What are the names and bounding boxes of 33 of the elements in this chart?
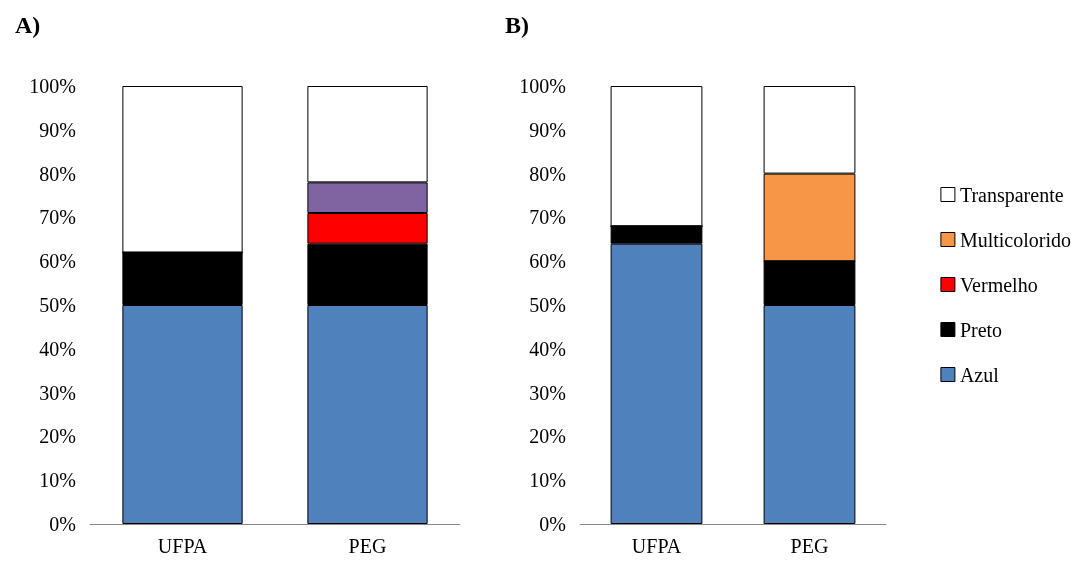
legend-label: Preto bbox=[959, 318, 1003, 341]
y-tick-label: 60% bbox=[39, 250, 76, 273]
y-tick-label: 30% bbox=[529, 381, 566, 404]
y-tick-label: 0% bbox=[49, 513, 76, 535]
y-tick-label: 30% bbox=[39, 381, 76, 404]
x-tick-label: UFPA bbox=[157, 535, 208, 557]
y-tick-label: 90% bbox=[529, 118, 566, 141]
y-tick-label: 0% bbox=[539, 513, 566, 535]
y-tick-label: 60% bbox=[529, 250, 566, 273]
x-tick-label: UFPA bbox=[631, 535, 682, 557]
y-tick-label: 50% bbox=[39, 294, 76, 316]
x-tick-label: PEG bbox=[348, 535, 387, 557]
legend-label: Transparente bbox=[959, 183, 1064, 207]
legend-label: Vermelho bbox=[959, 273, 1038, 296]
legend-label: Multicolorido bbox=[959, 228, 1072, 251]
y-tick-label: 40% bbox=[39, 337, 76, 360]
chart-title: A) bbox=[15, 12, 41, 38]
y-tick-label: 90% bbox=[39, 118, 76, 141]
y-tick-label: 10% bbox=[529, 469, 566, 492]
y-tick-label: 70% bbox=[39, 206, 76, 229]
y-tick-label: 70% bbox=[529, 206, 566, 229]
y-tick-label: 50% bbox=[529, 294, 566, 316]
y-tick-label: 80% bbox=[39, 162, 76, 185]
x-tick-label: PEG bbox=[790, 535, 829, 557]
y-tick-label: 10% bbox=[39, 469, 76, 492]
y-tick-label: 40% bbox=[529, 337, 566, 360]
legend-label: Azul bbox=[959, 363, 1000, 386]
y-tick-label: 100% bbox=[29, 75, 76, 97]
chart-title: B) bbox=[505, 12, 529, 38]
y-tick-label: 20% bbox=[39, 425, 76, 448]
y-tick-label: 20% bbox=[529, 425, 566, 448]
y-tick-label: 100% bbox=[519, 75, 566, 97]
y-tick-label: 80% bbox=[529, 162, 566, 185]
